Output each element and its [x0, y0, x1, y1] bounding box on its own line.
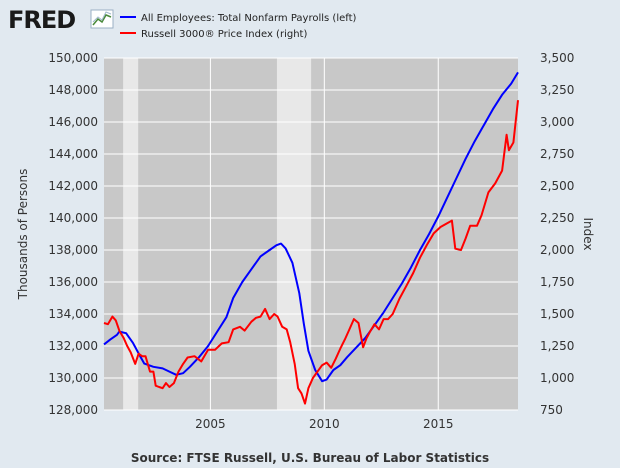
- series-line-russell3000: [103, 100, 519, 405]
- y-left-tick-label: 144,000: [48, 147, 98, 161]
- y-right-tick-labels: 750 1,000 1,250 1,500 1,750 2,000 2,250 2,500 2,…: [540, 51, 574, 417]
- y-right-tick-label: 3,000: [540, 115, 574, 129]
- fred-logo-graph-icon: [90, 9, 114, 29]
- x-tick-label: 2010: [309, 417, 340, 431]
- recession-band-1: [123, 58, 139, 410]
- y-left-axis-title: Thousands of Persons: [16, 169, 30, 301]
- series-lines: [103, 71, 519, 405]
- y-right-tick-label: 2,750: [540, 147, 574, 161]
- y-left-tick-label: 134,000: [48, 307, 98, 321]
- y-left-tick-label: 130,000: [48, 371, 98, 385]
- y-left-tick-label: 138,000: [48, 243, 98, 257]
- y-right-tick-label: 1,250: [540, 339, 574, 353]
- y-right-axis-title: Index: [581, 217, 595, 250]
- y-right-tick-label: 1,750: [540, 275, 574, 289]
- y-left-tick-label: 142,000: [48, 179, 98, 193]
- y-right-tick-label: 1,000: [540, 371, 574, 385]
- x-tick-labels: 2005 2010 2015: [195, 417, 453, 431]
- y-right-tick-label: 3,500: [540, 51, 574, 65]
- y-left-tick-label: 146,000: [48, 115, 98, 129]
- y-left-tick-label: 128,000: [48, 403, 98, 417]
- y-left-tick-label: 136,000: [48, 275, 98, 289]
- y-right-tick-label: 2,500: [540, 179, 574, 193]
- source-note: Source: FTSE Russell, U.S. Bureau of Lab…: [131, 451, 489, 465]
- x-tick-label: 2015: [423, 417, 454, 431]
- gridlines: [104, 57, 518, 411]
- x-tick-label: 2005: [195, 417, 226, 431]
- series-line-payrolls: [103, 71, 519, 383]
- fred-logo: FRED: [8, 6, 114, 34]
- recession-band-2: [276, 58, 312, 410]
- y-left-tick-label: 140,000: [48, 211, 98, 225]
- y-left-tick-label: 148,000: [48, 83, 98, 97]
- y-left-tick-label: 132,000: [48, 339, 98, 353]
- y-right-tick-label: 3,250: [540, 83, 574, 97]
- legend: All Employees: Total Nonfarm Payrolls (l…: [120, 13, 357, 40]
- recession-shading: [123, 58, 312, 410]
- legend-label-right: Russell 3000® Price Index (right): [141, 29, 307, 40]
- y-right-tick-label: 1,500: [540, 307, 574, 321]
- fred-logo-text: FRED: [8, 6, 75, 34]
- y-right-tick-label: 2,250: [540, 211, 574, 225]
- y-left-tick-label: 150,000: [48, 51, 98, 65]
- legend-label-left: All Employees: Total Nonfarm Payrolls (l…: [141, 13, 357, 24]
- y-right-tick-label: 750: [540, 403, 563, 417]
- y-left-tick-labels: 128,000 130,000 132,000 134,000 136,000 138,0…: [48, 51, 98, 417]
- y-right-tick-label: 2,000: [540, 243, 574, 257]
